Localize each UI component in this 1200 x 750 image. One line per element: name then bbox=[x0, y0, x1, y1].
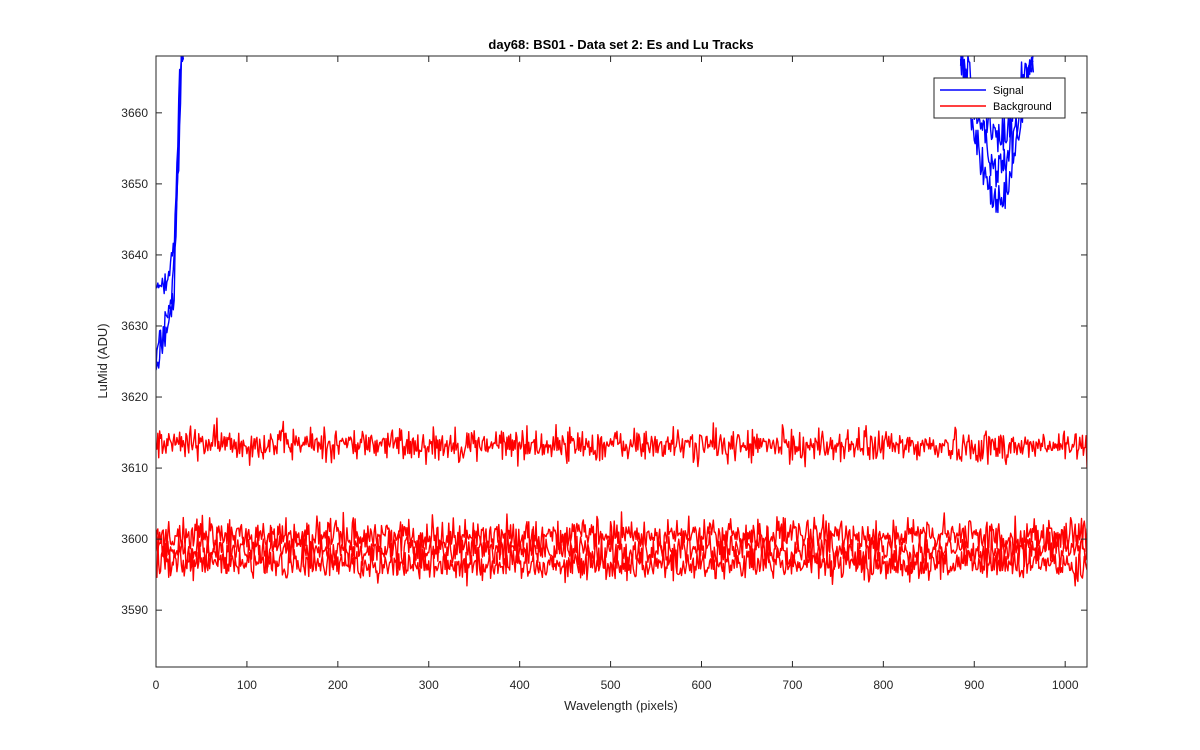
legend-label-signal: Signal bbox=[993, 85, 1024, 97]
y-tick-label: 3660 bbox=[121, 106, 148, 120]
plot-lines bbox=[156, 56, 1087, 587]
x-tick-label: 0 bbox=[153, 678, 160, 692]
x-tick-label: 800 bbox=[873, 678, 893, 692]
y-tick-label: 3610 bbox=[121, 461, 148, 475]
y-tick-label: 3650 bbox=[121, 177, 148, 191]
legend-box bbox=[933, 77, 1066, 119]
signal-series-line bbox=[156, 56, 184, 295]
x-tick-label: 100 bbox=[237, 678, 257, 692]
plot-frame bbox=[155, 55, 1088, 668]
y-axis: 3590 3600 3610 3620 3630 3640 3650 3660 bbox=[121, 106, 1087, 617]
x-tick-label: 1000 bbox=[1052, 678, 1079, 692]
y-tick-label: 3620 bbox=[121, 390, 148, 404]
x-tick-label: 900 bbox=[964, 678, 984, 692]
chart-title: day68: BS01 - Data set 2: Es and Lu Trac… bbox=[488, 37, 753, 52]
x-axis: 0 100 200 300 400 500 600 700 800 900 1000 bbox=[153, 56, 1079, 692]
background-series-line bbox=[156, 540, 1087, 587]
y-tick-label: 3630 bbox=[121, 319, 148, 333]
background-series-line bbox=[156, 511, 1087, 561]
y-tick-label: 3600 bbox=[121, 532, 148, 546]
x-tick-label: 200 bbox=[328, 678, 348, 692]
background-series-line bbox=[156, 417, 1087, 469]
legend: Signal Background bbox=[933, 77, 1066, 119]
y-tick-label: 3590 bbox=[121, 603, 148, 617]
signal-series-line bbox=[156, 56, 184, 371]
x-axis-label: Wavelength (pixels) bbox=[564, 698, 678, 713]
x-tick-label: 400 bbox=[510, 678, 530, 692]
x-tick-label: 700 bbox=[782, 678, 802, 692]
legend-label-background: Background bbox=[993, 101, 1052, 113]
x-tick-label: 600 bbox=[691, 678, 711, 692]
x-tick-label: 500 bbox=[601, 678, 621, 692]
x-tick-label: 300 bbox=[419, 678, 439, 692]
y-axis-label: LuMid (ADU) bbox=[95, 323, 110, 398]
y-tick-label: 3640 bbox=[121, 248, 148, 262]
